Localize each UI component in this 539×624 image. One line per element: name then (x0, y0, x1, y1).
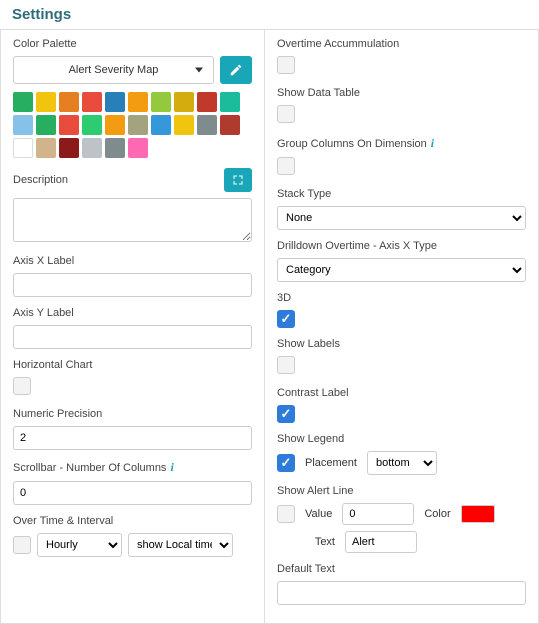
color-swatch[interactable] (59, 92, 79, 112)
color-swatch[interactable] (128, 115, 148, 135)
expand-icon (232, 174, 244, 186)
color-swatch[interactable] (13, 115, 33, 135)
edit-palette-button[interactable] (220, 56, 252, 84)
axis-y-label: Axis Y Label (13, 307, 252, 319)
contrast-label-checkbox[interactable] (277, 405, 295, 423)
axis-x-label: Axis X Label (13, 255, 252, 267)
overtime-interval-label: Over Time & Interval (13, 515, 252, 527)
description-input[interactable] (13, 198, 252, 242)
right-panel: Overtime Accummulation Show Data Table G… (265, 29, 539, 624)
show-legend-label: Show Legend (277, 433, 526, 445)
show-legend-checkbox[interactable] (277, 454, 295, 472)
color-swatches (13, 92, 252, 158)
color-swatch[interactable] (82, 115, 102, 135)
color-palette-select[interactable]: Alert Severity Map (13, 56, 214, 84)
show-labels-label: Show Labels (277, 338, 526, 350)
numeric-precision-label: Numeric Precision (13, 408, 252, 420)
contrast-label-label: Contrast Label (277, 387, 526, 399)
color-swatch[interactable] (197, 115, 217, 135)
color-swatch[interactable] (151, 92, 171, 112)
color-swatch[interactable] (59, 115, 79, 135)
pencil-icon (229, 63, 243, 77)
show-alert-line-checkbox[interactable] (277, 505, 295, 523)
color-swatch[interactable] (36, 115, 56, 135)
color-swatch[interactable] (36, 92, 56, 112)
color-palette-label: Color Palette (13, 38, 252, 50)
color-swatch[interactable] (82, 138, 102, 158)
alert-text-label: Text (305, 536, 335, 548)
color-swatch[interactable] (197, 92, 217, 112)
scrollbar-cols-label: Scrollbar - Number Of Columns i (13, 460, 252, 475)
overtime-checkbox[interactable] (13, 536, 31, 554)
color-swatch[interactable] (13, 138, 33, 158)
timezone-select[interactable]: show Local time (128, 533, 233, 557)
group-cols-checkbox[interactable] (277, 157, 295, 175)
drilldown-label: Drilldown Overtime - Axis X Type (277, 240, 526, 252)
show-alert-line-label: Show Alert Line (277, 485, 526, 497)
overtime-acc-checkbox[interactable] (277, 56, 295, 74)
alert-color-swatch[interactable] (461, 505, 495, 523)
info-icon[interactable]: i (170, 460, 173, 475)
color-swatch[interactable] (105, 115, 125, 135)
show-data-table-checkbox[interactable] (277, 105, 295, 123)
horizontal-chart-label: Horizontal Chart (13, 359, 252, 371)
placement-select[interactable]: bottom (367, 451, 437, 475)
drilldown-select[interactable]: Category (277, 258, 526, 282)
axis-x-input[interactable] (13, 273, 252, 297)
numeric-precision-input[interactable] (13, 426, 252, 450)
three-d-checkbox[interactable] (277, 310, 295, 328)
color-swatch[interactable] (82, 92, 102, 112)
color-swatch[interactable] (105, 138, 125, 158)
alert-value-input[interactable] (342, 503, 414, 525)
color-swatch[interactable] (128, 138, 148, 158)
default-text-input[interactable] (277, 581, 526, 605)
color-swatch[interactable] (174, 115, 194, 135)
stack-type-label: Stack Type (277, 188, 526, 200)
alert-color-label: Color (424, 508, 450, 520)
color-swatch[interactable] (174, 92, 194, 112)
overtime-acc-label: Overtime Accummulation (277, 38, 526, 50)
color-swatch[interactable] (36, 138, 56, 158)
left-panel: Color Palette Alert Severity Map Descrip… (0, 29, 265, 624)
info-icon[interactable]: i (431, 136, 434, 151)
color-swatch[interactable] (13, 92, 33, 112)
horizontal-chart-checkbox[interactable] (13, 377, 31, 395)
page-title: Settings (0, 0, 539, 29)
placement-label: Placement (305, 457, 357, 469)
group-cols-label: Group Columns On Dimension i (277, 136, 526, 151)
three-d-label: 3D (277, 292, 526, 304)
color-swatch[interactable] (220, 92, 240, 112)
scrollbar-cols-input[interactable] (13, 481, 252, 505)
stack-type-select[interactable]: None (277, 206, 526, 230)
expand-description-button[interactable] (224, 168, 252, 192)
interval-select[interactable]: Hourly (37, 533, 122, 557)
alert-value-label: Value (305, 508, 332, 520)
color-swatch[interactable] (128, 92, 148, 112)
description-label: Description (13, 174, 68, 186)
color-swatch[interactable] (105, 92, 125, 112)
color-swatch[interactable] (220, 115, 240, 135)
show-data-table-label: Show Data Table (277, 87, 526, 99)
alert-text-input[interactable] (345, 531, 417, 553)
show-labels-checkbox[interactable] (277, 356, 295, 374)
default-text-label: Default Text (277, 563, 526, 575)
color-swatch[interactable] (59, 138, 79, 158)
axis-y-input[interactable] (13, 325, 252, 349)
color-swatch[interactable] (151, 115, 171, 135)
color-palette-value: Alert Severity Map (69, 64, 159, 76)
